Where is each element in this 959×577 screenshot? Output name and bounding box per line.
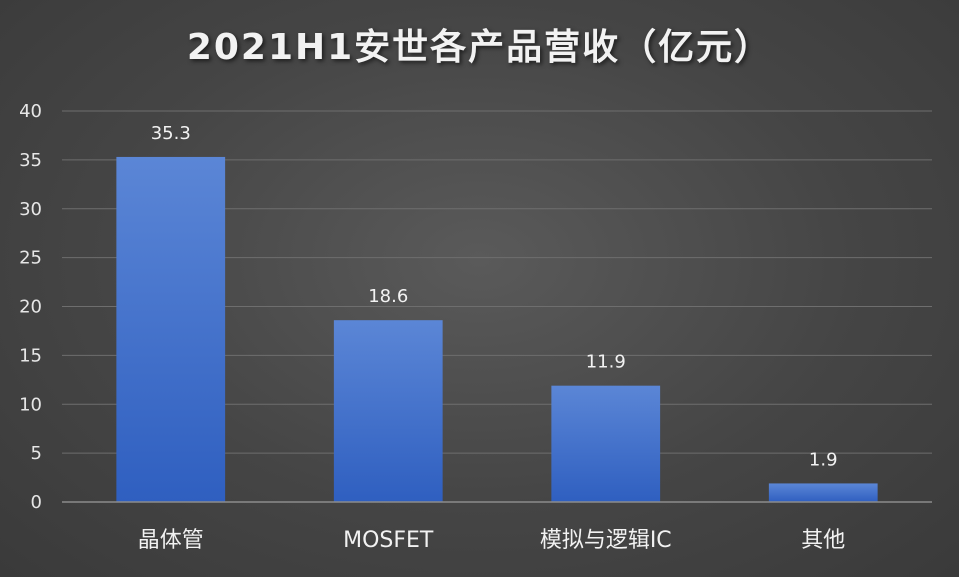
bar [551, 385, 661, 502]
bars [116, 156, 878, 502]
y-tick-label: 15 [19, 345, 42, 366]
chart-title: 2021H1安世各产品营收（亿元） [186, 27, 773, 68]
y-tick-label: 35 [19, 150, 42, 171]
x-tick-label: 其他 [801, 528, 845, 553]
x-tick-label: 模拟与逻辑IC [540, 528, 672, 553]
data-label: 35.3 [151, 123, 191, 144]
y-tick-label: 40 [19, 101, 42, 122]
x-tick-label: MOSFET [343, 528, 434, 553]
bar [116, 156, 226, 502]
data-labels: 35.3 18.6 11.9 1.9 [151, 123, 838, 470]
y-tick-label: 25 [19, 248, 42, 269]
y-tick-label: 30 [19, 199, 42, 220]
bar [768, 483, 878, 502]
x-axis-ticks: 晶体管 MOSFET 模拟与逻辑IC 其他 [138, 528, 846, 553]
x-tick-label: 晶体管 [138, 528, 204, 553]
data-label: 11.9 [586, 352, 626, 373]
data-label: 1.9 [809, 449, 838, 470]
y-tick-label: 0 [31, 492, 42, 513]
y-tick-label: 5 [31, 443, 42, 464]
y-axis-ticks: 0 5 10 15 20 25 30 35 40 [19, 101, 42, 513]
y-tick-label: 20 [19, 297, 42, 318]
bar [333, 320, 443, 502]
y-tick-label: 10 [19, 394, 42, 415]
data-label: 18.6 [368, 286, 408, 307]
